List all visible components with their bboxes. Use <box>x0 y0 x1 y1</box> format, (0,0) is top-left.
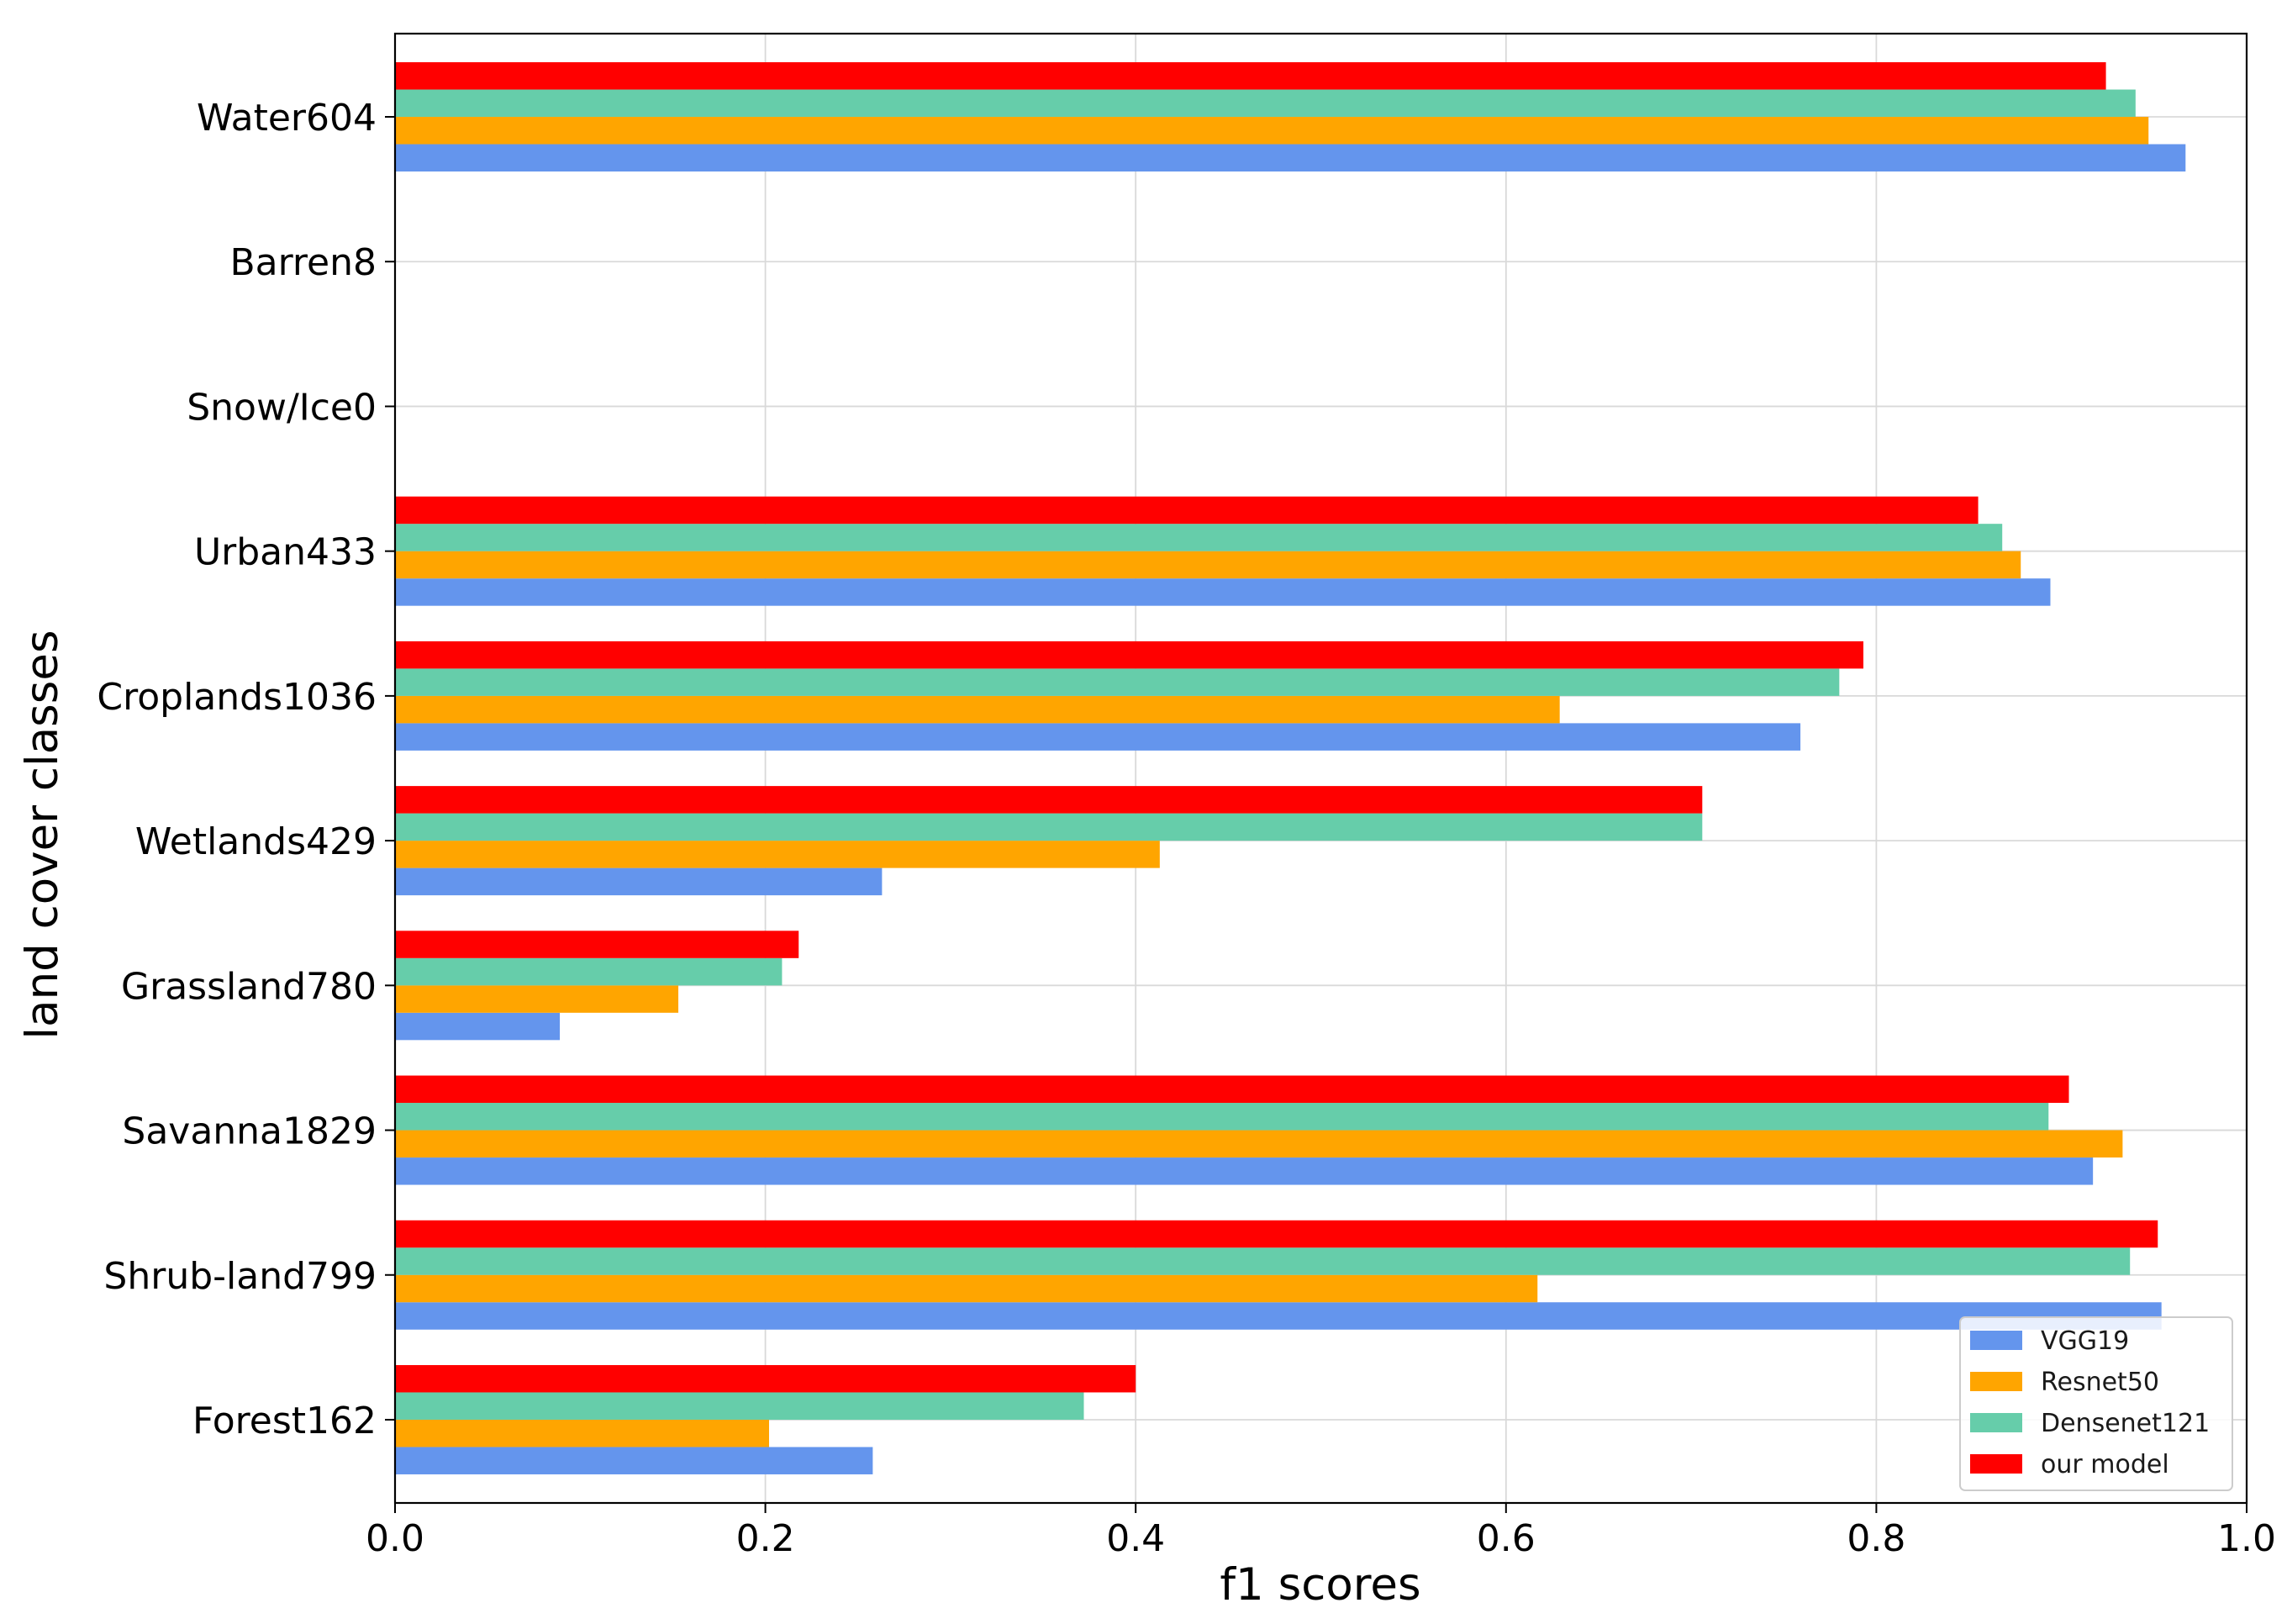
legend-box <box>1959 1316 2233 1491</box>
bar-vgg19 <box>395 1012 561 1041</box>
bar-resnet50 <box>395 1130 2123 1158</box>
legend-swatch <box>1970 1413 2022 1432</box>
bar-vgg19 <box>395 867 883 896</box>
legend-swatch <box>1970 1372 2022 1391</box>
bar-vgg19 <box>395 144 2186 172</box>
bar-vgg19 <box>395 578 2051 606</box>
legend-label: Densenet121 <box>2041 1409 2210 1438</box>
bar-densenet121 <box>395 524 2003 551</box>
y-tick-label: Water604 <box>197 97 377 140</box>
bar-resnet50 <box>395 841 1160 868</box>
y-tick-label: Shrub-land799 <box>103 1255 377 1298</box>
y-tick-label: Barren8 <box>229 241 377 284</box>
x-axis-label: f1 scores <box>1220 1559 1420 1611</box>
bar-our-model <box>395 62 2106 90</box>
y-tick-label: Grassland780 <box>121 965 377 1008</box>
y-tick-label: Forest162 <box>192 1400 377 1442</box>
x-tick-label: 0.2 <box>736 1517 795 1560</box>
bar-vgg19 <box>395 1302 2162 1330</box>
bar-densenet121 <box>395 89 2136 118</box>
y-tick-label: Savanna1829 <box>122 1110 377 1153</box>
y-tick-label: Snow/Ice0 <box>187 386 377 429</box>
bar-vgg19 <box>395 1447 873 1474</box>
legend: VGG19 Resnet50 Densenet121 our model <box>1959 1316 2233 1491</box>
bar-resnet50 <box>395 985 679 1013</box>
x-tick-label: 0.6 <box>1477 1517 1536 1560</box>
x-tick-label: 1.0 <box>2217 1517 2276 1560</box>
bar-densenet121 <box>395 1103 2049 1131</box>
bar-our-model <box>395 786 1703 814</box>
bars <box>395 62 2186 1474</box>
bar-vgg19 <box>395 1157 2094 1185</box>
y-tick-label: Croplands1036 <box>97 676 377 719</box>
legend-label: VGG19 <box>2041 1326 2129 1356</box>
bar-resnet50 <box>395 117 2149 145</box>
bar-resnet50 <box>395 1419 770 1447</box>
x-tick-label: 0.4 <box>1106 1517 1165 1560</box>
y-axis-label: land cover classes <box>17 630 68 1039</box>
bar-densenet121 <box>395 957 783 986</box>
legend-label: Resnet50 <box>2041 1368 2159 1397</box>
x-tick-label: 0.8 <box>1847 1517 1905 1560</box>
bar-densenet121 <box>395 668 1840 696</box>
bar-our-model <box>395 496 1979 525</box>
y-tick-label: Wetlands429 <box>135 820 377 863</box>
y-tick-label: Urban433 <box>194 531 377 574</box>
bar-our-model <box>395 1220 2158 1248</box>
x-tick-label: 0.0 <box>366 1517 424 1560</box>
bar-densenet121 <box>395 813 1703 841</box>
legend-label: our model <box>2041 1450 2169 1479</box>
legend-swatch <box>1970 1331 2022 1350</box>
bar-our-model <box>395 1075 2069 1104</box>
bar-our-model <box>395 641 1863 669</box>
bar-resnet50 <box>395 695 1560 724</box>
legend-swatch <box>1970 1454 2022 1474</box>
bar-resnet50 <box>395 551 2021 579</box>
axes: 0.0 0.2 0.4 0.6 0.8 1.0 Forest162 Shrub-land799… <box>97 32 2276 1560</box>
bar-our-model <box>395 1364 1136 1393</box>
bar-our-model <box>395 931 799 958</box>
bar-densenet121 <box>395 1247 2131 1275</box>
plot-frame <box>393 32 2248 1505</box>
bar-resnet50 <box>395 1274 1538 1303</box>
bar-vgg19 <box>395 723 1801 751</box>
bar-densenet121 <box>395 1392 1084 1420</box>
